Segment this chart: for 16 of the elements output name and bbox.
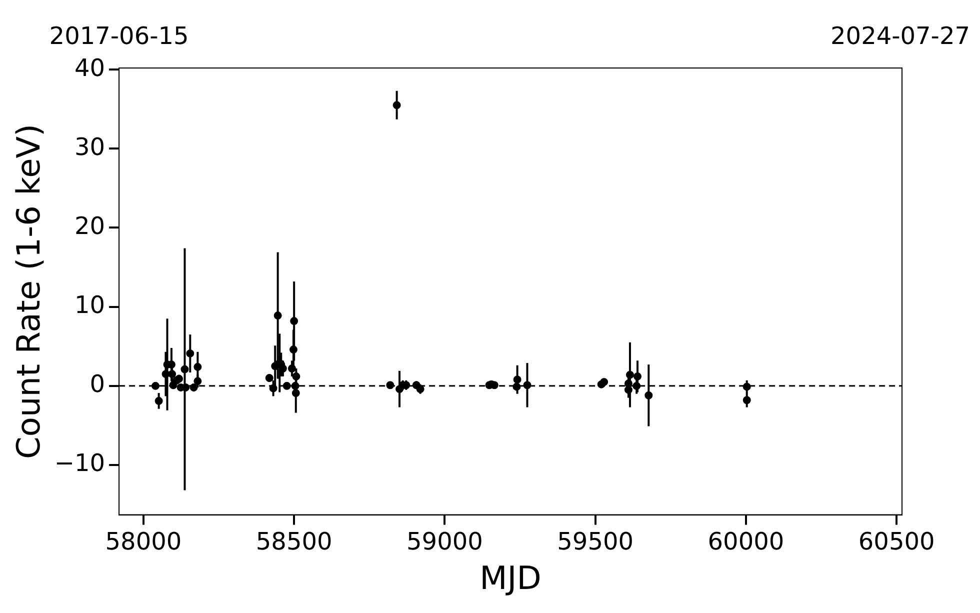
- y-tick-label: 20: [74, 212, 106, 240]
- y-tick-label: 0: [90, 370, 106, 398]
- y-tick-label: 40: [74, 54, 106, 82]
- x-tick-label: 60500: [858, 527, 935, 556]
- x-axis-title: MJD: [480, 559, 542, 598]
- text: 2024-07-27: [830, 22, 970, 50]
- x-tick-label: 60000: [708, 527, 784, 556]
- y-axis-title: Count Rate (1-6 keV): [10, 124, 48, 459]
- x-tick-label: 59500: [557, 527, 634, 556]
- text: 2017-06-15: [49, 22, 189, 50]
- x-tick-label: 58000: [105, 527, 182, 556]
- y-tick-label: 10: [74, 291, 106, 320]
- x-tick-label: 59000: [406, 527, 483, 556]
- y-tick-label: −10: [54, 449, 106, 478]
- y-tick-label: 30: [74, 132, 106, 161]
- x-tick-label: 58500: [256, 527, 332, 556]
